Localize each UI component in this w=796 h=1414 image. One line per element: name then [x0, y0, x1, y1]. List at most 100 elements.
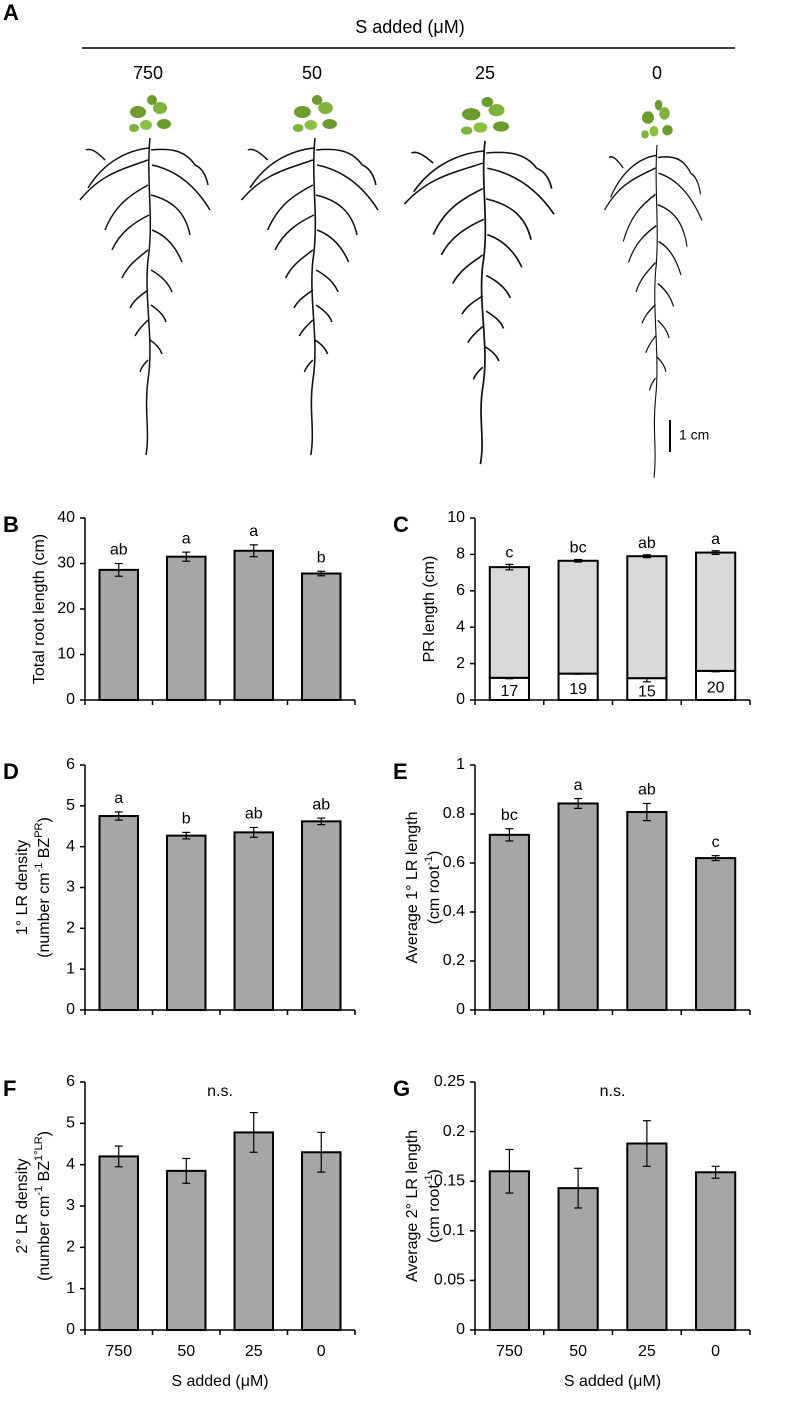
error-bar	[574, 1167, 583, 1209]
x-tick-label: 50	[569, 1343, 587, 1360]
y-axis-title-part: )	[426, 1169, 443, 1174]
y-tick-label: 0.6	[443, 854, 465, 871]
error-bar	[249, 544, 258, 558]
y-tick-label: 6	[66, 756, 75, 773]
y-tick-label: 0.25	[434, 1073, 465, 1090]
y-tick-label: 4	[66, 1156, 75, 1173]
bar	[98, 815, 139, 1012]
error-bar	[182, 1157, 191, 1184]
error-bar	[114, 562, 123, 577]
significance-label: bc	[501, 807, 518, 824]
y-axis-title-sup: -1	[423, 856, 435, 866]
y-axis-title: 2° LR density	[14, 1158, 31, 1253]
y-tick-label: 0.2	[443, 952, 465, 969]
x-tick-label: 750	[105, 1343, 132, 1360]
significance-label: ab	[110, 542, 128, 559]
panel-letter: D	[3, 759, 19, 784]
y-axis-title-part: )	[426, 851, 443, 856]
panel-letter: E	[393, 759, 408, 784]
error-bar	[505, 563, 514, 571]
y-axis-title-part: Total root length (cm)	[31, 534, 48, 684]
bar	[301, 820, 342, 1011]
y-tick-label: 5	[66, 797, 75, 814]
y-axis-title-part: PR length (cm)	[421, 556, 438, 663]
bar	[301, 572, 342, 702]
error-bar	[182, 551, 191, 562]
y-axis-title-part: )	[36, 817, 53, 822]
error-bar	[317, 817, 326, 826]
y-tick-label: 5	[66, 1115, 75, 1132]
x-tick-label: 25	[638, 1343, 656, 1360]
y-axis-title-part: (cm root	[426, 1184, 443, 1243]
y-tick-label: 0.2	[443, 1123, 465, 1140]
sample-count: 15	[638, 683, 656, 700]
y-tick-label: 6	[456, 582, 465, 599]
bar	[557, 1187, 599, 1332]
panel-letter: C	[393, 512, 409, 537]
y-tick-label: 0.05	[434, 1272, 465, 1289]
bar-segment	[626, 555, 668, 680]
annotation: n.s.	[207, 1083, 233, 1100]
bar	[695, 1171, 737, 1331]
y-tick-label: 0.15	[434, 1172, 465, 1189]
error-bar	[642, 554, 651, 559]
significance-label: ab	[638, 535, 656, 552]
bar	[488, 833, 530, 1012]
y-axis-title-part: (number cm	[36, 872, 53, 957]
y-tick-label: 0	[66, 1321, 75, 1338]
error-bar	[505, 1148, 514, 1194]
y-axis-title: (cm root-1)	[423, 1169, 443, 1243]
bar	[98, 1155, 139, 1332]
y-tick-label: 0.8	[443, 805, 465, 822]
x-tick-label: 750	[496, 1343, 523, 1360]
annotation: n.s.	[600, 1083, 626, 1100]
bar	[166, 555, 207, 701]
treatment-label: 0	[652, 63, 662, 83]
bar	[301, 1151, 342, 1332]
y-tick-label: 0	[66, 691, 75, 708]
error-bar	[249, 1111, 258, 1153]
error-bar	[574, 558, 583, 563]
y-axis-title-part: Average 1° LR length	[404, 812, 421, 964]
treatment-label: 50	[302, 63, 322, 83]
y-tick-label: 0	[66, 1001, 75, 1018]
y-tick-label: 0.4	[443, 903, 465, 920]
sample-count: 19	[569, 681, 587, 698]
error-bar	[711, 855, 720, 862]
bar	[166, 834, 207, 1011]
bar-segment	[695, 551, 737, 672]
y-tick-label: 0	[456, 691, 465, 708]
error-bar	[249, 826, 258, 838]
y-axis-title-part: BZ	[36, 838, 53, 863]
bar	[98, 568, 139, 701]
x-tick-label: 0	[317, 1343, 326, 1360]
y-tick-label: 6	[66, 1073, 75, 1090]
panel-letter: B	[3, 512, 19, 537]
root-image	[240, 94, 379, 456]
significance-label: bc	[570, 540, 587, 557]
y-tick-label: 8	[456, 546, 465, 563]
x-tick-label: 50	[177, 1343, 195, 1360]
panel-letter: A	[3, 0, 19, 25]
x-tick-label: 25	[245, 1343, 263, 1360]
y-axis-title: Average 1° LR length	[404, 812, 421, 964]
bar	[695, 857, 737, 1011]
y-tick-label: 2	[66, 920, 75, 937]
x-tick-label: 0	[711, 1343, 720, 1360]
significance-label: ab	[245, 806, 263, 823]
bar-segment	[488, 566, 530, 679]
treatment-label: 25	[475, 63, 495, 83]
bar	[488, 1170, 530, 1332]
sample-count: 20	[707, 680, 725, 697]
error-bar	[711, 1165, 720, 1179]
y-axis-title-sup: PR	[33, 822, 45, 837]
y-tick-label: 2	[456, 655, 465, 672]
panel-letter: F	[3, 1076, 16, 1101]
y-tick-label: 30	[57, 555, 75, 572]
bar	[233, 549, 274, 702]
y-axis-title: Average 2° LR length	[404, 1130, 421, 1282]
y-tick-label: 1	[66, 1280, 75, 1297]
y-tick-label: 1	[66, 960, 75, 977]
